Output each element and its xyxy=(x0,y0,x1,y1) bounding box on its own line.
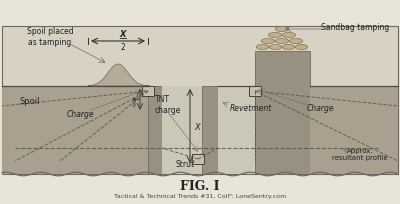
Ellipse shape xyxy=(282,45,295,50)
Ellipse shape xyxy=(268,33,282,38)
Bar xyxy=(142,86,154,96)
Text: X: X xyxy=(120,30,126,39)
Bar xyxy=(249,86,261,96)
Text: Strut: Strut xyxy=(176,160,194,169)
Ellipse shape xyxy=(261,39,275,44)
Bar xyxy=(162,86,202,174)
Polygon shape xyxy=(2,86,148,174)
Text: TNT
charge: TNT charge xyxy=(155,95,181,114)
Text: Approx.
resultant profile: Approx. resultant profile xyxy=(332,148,388,161)
Polygon shape xyxy=(88,65,150,86)
Ellipse shape xyxy=(275,27,289,32)
Text: Revetment: Revetment xyxy=(230,104,272,113)
Text: Sandbag tamping: Sandbag tamping xyxy=(321,22,389,31)
Bar xyxy=(192,154,204,164)
Polygon shape xyxy=(310,86,398,174)
Text: Spoil: Spoil xyxy=(20,97,40,106)
Bar xyxy=(148,86,162,174)
Ellipse shape xyxy=(275,39,289,44)
Text: Tactical & Technical Trends #31, Collⁿ: LoneSentry.com: Tactical & Technical Trends #31, Collⁿ: … xyxy=(114,194,286,198)
Bar xyxy=(255,52,310,174)
Text: X: X xyxy=(194,122,200,131)
Ellipse shape xyxy=(289,39,303,44)
Text: FIG. I: FIG. I xyxy=(180,180,220,193)
Bar xyxy=(218,86,255,174)
Bar xyxy=(202,86,218,174)
Text: Spoil placed
as tamping: Spoil placed as tamping xyxy=(27,27,73,47)
Ellipse shape xyxy=(256,45,269,50)
Text: Charge: Charge xyxy=(66,110,94,119)
Bar xyxy=(2,27,398,174)
Ellipse shape xyxy=(269,45,282,50)
Ellipse shape xyxy=(295,45,308,50)
Text: 2: 2 xyxy=(121,43,125,52)
Ellipse shape xyxy=(282,33,296,38)
Text: X: X xyxy=(131,97,136,103)
Text: Charge: Charge xyxy=(306,104,334,113)
Text: 3: 3 xyxy=(132,102,136,107)
